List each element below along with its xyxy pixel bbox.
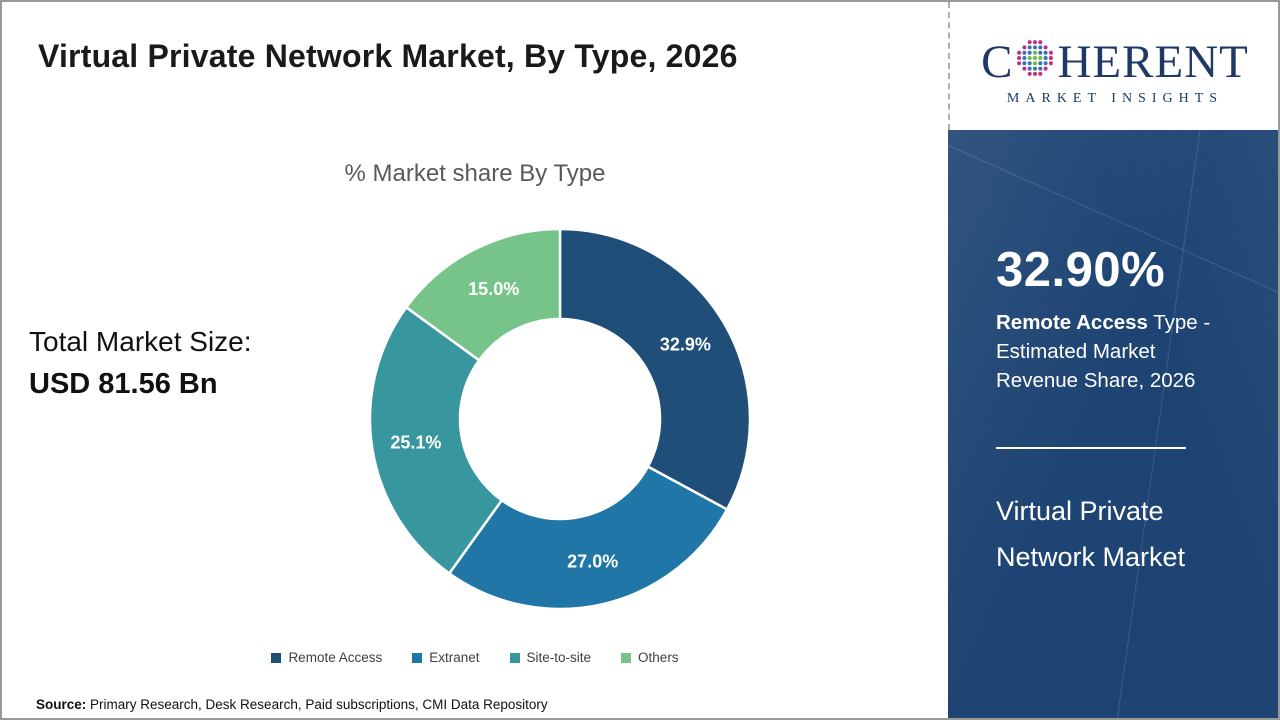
share-description-segment: Remote Access xyxy=(996,311,1148,334)
donut-slice-remote-access xyxy=(558,227,752,512)
legend-item-remote-access: Remote Access xyxy=(271,650,382,665)
globe-dots-icon xyxy=(1015,38,1055,87)
sidebar-market-name: Virtual Private Network Market xyxy=(996,496,1186,572)
page-title: Virtual Private Network Market, By Type,… xyxy=(38,38,738,74)
sidebar-content: 32.90% Remote Access Type - Estimated Ma… xyxy=(948,130,1278,580)
share-value: 32.90% xyxy=(996,243,1166,297)
highlight-sidebar: 32.90% Remote Access Type - Estimated Ma… xyxy=(948,130,1278,718)
legend-swatch-icon xyxy=(271,652,282,663)
source-text: Primary Research, Desk Research, Paid su… xyxy=(86,697,548,712)
donut-slice-label: 15.0% xyxy=(468,279,519,299)
legend-label: Remote Access xyxy=(288,650,383,665)
brand-name: C HERENT xyxy=(981,38,1249,87)
brand-name-prefix: C xyxy=(981,35,1014,88)
legend-label: Site-to-site xyxy=(526,650,592,665)
donut-slice-extranet xyxy=(447,464,729,611)
donut-slice-label: 25.1% xyxy=(390,432,441,452)
legend-item-site-to-site: Site-to-site xyxy=(509,650,592,665)
total-market-size-value: USD 81.56 Bn xyxy=(29,368,218,400)
total-market-size-label: Total Market Size: xyxy=(29,326,252,357)
share-description: Remote Access Type - Estimated Market Re… xyxy=(996,308,1224,395)
donut-slice-label: 27.0% xyxy=(567,551,618,571)
chart-title: % Market share By Type xyxy=(344,160,606,187)
source-note: Source: Primary Research, Desk Research,… xyxy=(36,697,548,712)
legend-swatch-icon xyxy=(509,652,520,663)
legend-label: Extranet xyxy=(429,650,480,665)
brand-logo: C HERENT MARKET INSIGHTS xyxy=(948,2,1278,130)
total-market-size-block: Total Market Size: USD 81.56 Bn xyxy=(29,326,252,401)
legend-item-others: Others xyxy=(621,650,679,665)
donut-slice-site-to-site xyxy=(368,305,504,576)
sidebar-divider xyxy=(996,447,1186,450)
brand-name-suffix: HERENT xyxy=(1057,35,1249,88)
donut-chart: 32.9% 27.0% 25.1% 15.0% xyxy=(360,219,760,619)
chart-legend: Remote Access Extranet Site-to-site Others xyxy=(2,650,948,665)
legend-item-extranet: Extranet xyxy=(412,650,480,665)
legend-label: Others xyxy=(638,650,679,665)
legend-swatch-icon xyxy=(621,652,632,663)
share-description-rest: Type - Estimated Market Revenue Share, 2… xyxy=(996,311,1211,393)
brand-tagline: MARKET INSIGHTS xyxy=(1006,90,1224,106)
legend-swatch-icon xyxy=(412,652,423,663)
donut-slice-label: 32.9% xyxy=(660,334,711,354)
donut-slice-others xyxy=(404,227,562,362)
source-label: Source: xyxy=(36,697,87,712)
